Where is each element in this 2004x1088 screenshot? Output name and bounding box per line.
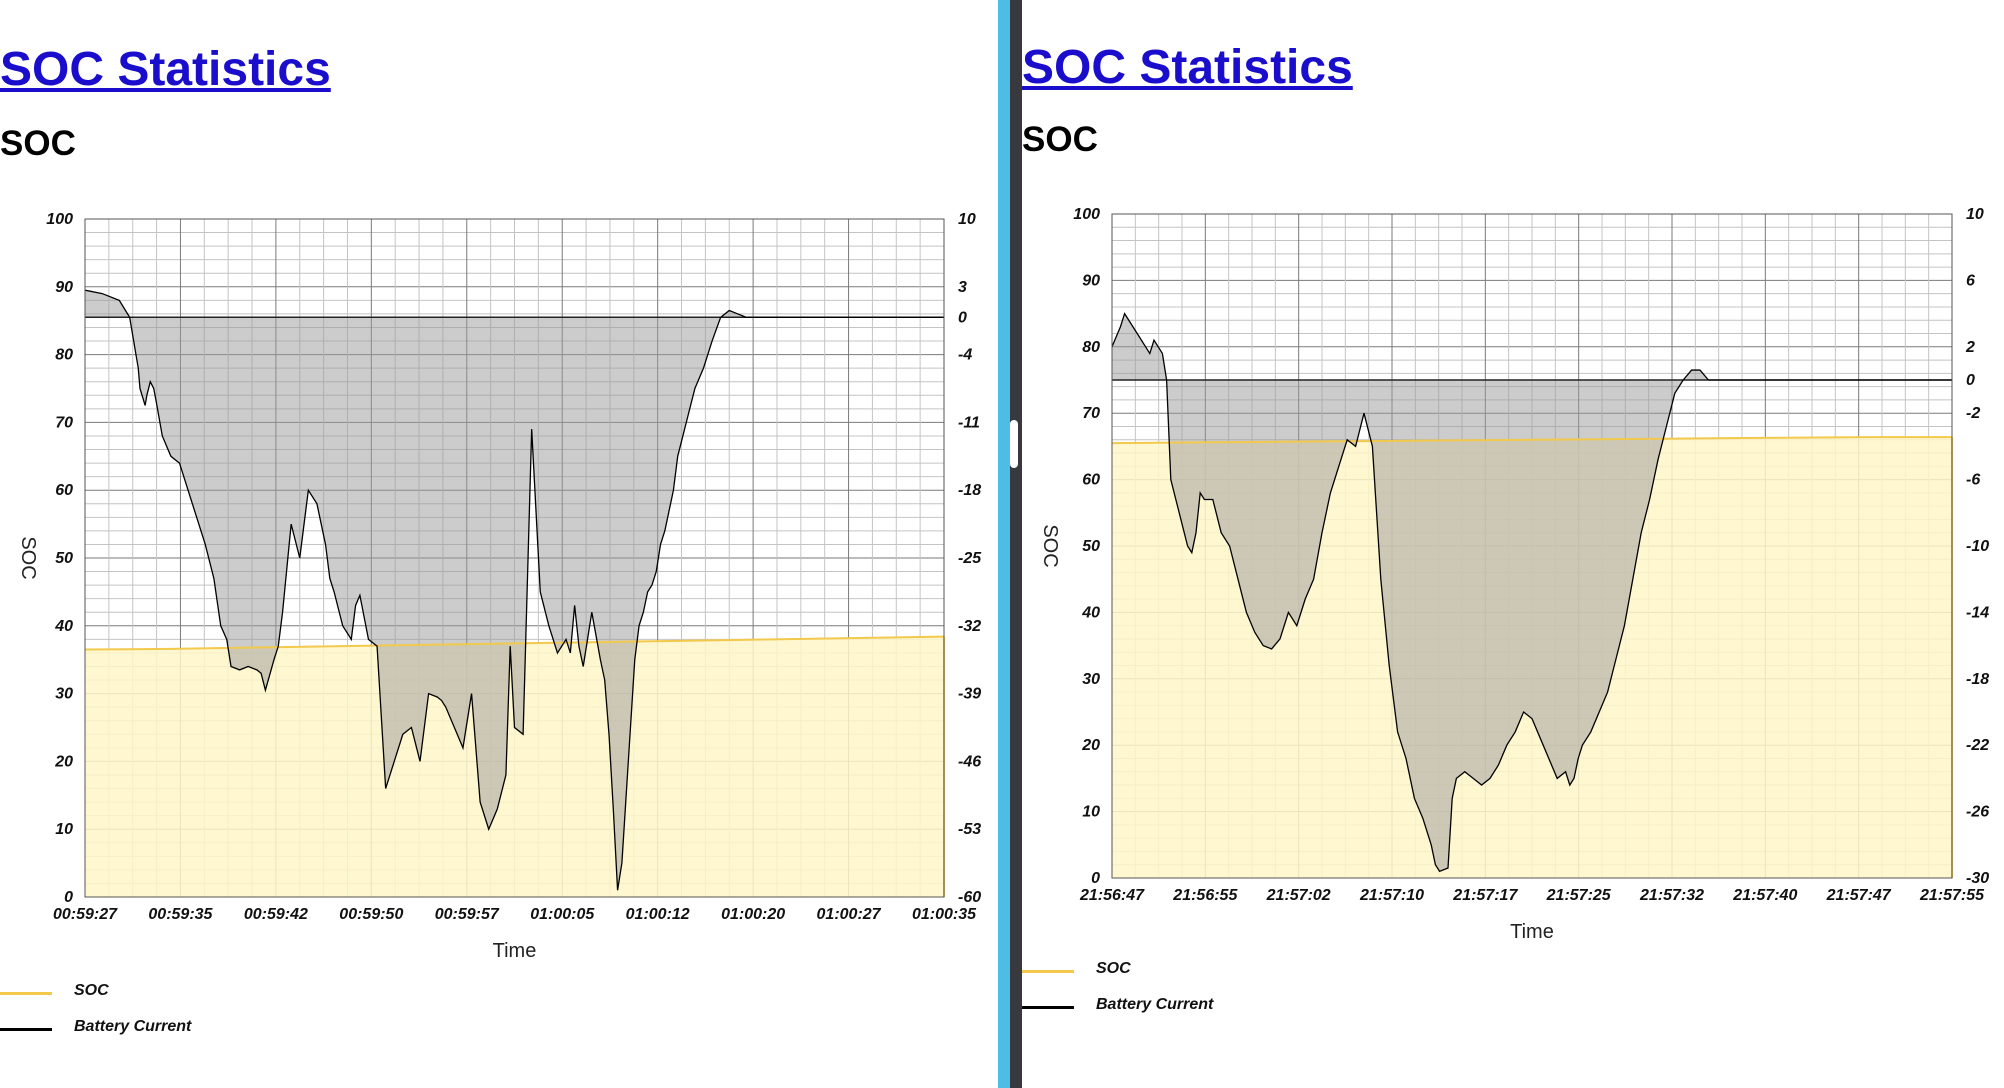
y-tick-label: 0 (64, 889, 73, 906)
y-tick-label: 90 (55, 279, 73, 296)
y-tick-label: 20 (1081, 737, 1100, 754)
soc-line (1111, 436, 1952, 445)
y-tick-label: 60 (1082, 472, 1100, 489)
x-tick-label: 21:57:02 (1266, 887, 1331, 904)
battery-current-line (1111, 312, 1952, 873)
x-tick-label: 00:59:27 (53, 906, 118, 923)
x-tick-label: 00:59:57 (435, 906, 500, 923)
y2-tick-label: 10 (958, 211, 976, 228)
battery-current-legend-swatch (0, 1028, 52, 1031)
soc-legend-swatch (1022, 970, 1074, 973)
y-tick-label: 80 (55, 347, 73, 364)
x-tick-label: 00:59:50 (339, 906, 403, 923)
soc-chart: 0102030405060708090100-30-26-22-18-14-10… (1039, 206, 1989, 943)
x-tick-label: 21:57:25 (1546, 887, 1612, 904)
y-tick-label: 60 (55, 482, 73, 499)
y-tick-label: 100 (46, 211, 73, 228)
soc-statistics-link[interactable]: SOC Statistics (0, 43, 331, 96)
plot-frame (1111, 213, 1953, 879)
soc-statistics-link[interactable]: SOC Statistics (1022, 41, 1353, 94)
y2-tick-label: 2 (1965, 339, 1975, 356)
y2-tick-label: -25 (958, 550, 982, 567)
y2-tick-label: -2 (1966, 405, 1980, 422)
soc-legend-swatch (0, 992, 52, 995)
battery-current-area (85, 290, 944, 891)
y-tick-label: 40 (54, 618, 73, 635)
x-tick-label: 21:56:47 (1079, 887, 1145, 904)
y2-tick-label: -32 (958, 618, 981, 635)
y2-tick-label: -46 (958, 753, 981, 770)
y-axis-title: SOC (17, 536, 39, 579)
y-tick-label: 10 (1082, 804, 1100, 821)
soc-heading: SOC (0, 124, 76, 163)
battery-current-area (1112, 313, 1952, 872)
right-pane: SOC Statistics SOC 0 10 20 30 40 50 60 70 80 90 10… (1022, 0, 2004, 1088)
x-tick-label: 21:57:40 (1732, 887, 1797, 904)
x-tick-label: 21:57:32 (1639, 887, 1704, 904)
x-axis-title: Time (493, 940, 537, 962)
x-tick-label: 00:59:35 (148, 906, 213, 923)
y2-tick-label: -53 (958, 821, 981, 838)
y2-tick-label: -18 (1966, 671, 1989, 688)
y-tick-label: 80 (1082, 339, 1100, 356)
x-tick-label: 01:00:27 (817, 906, 882, 923)
y-tick-label: 30 (55, 686, 73, 703)
x-tick-label: 01:00:35 (912, 906, 977, 923)
divider-handle[interactable] (1010, 420, 1018, 468)
x-tick-label: 01:00:12 (626, 906, 690, 923)
plot-frame (84, 218, 945, 898)
y-tick-label: 70 (55, 414, 73, 431)
x-tick-label: 21:56:55 (1172, 887, 1238, 904)
y2-tick-label: -30 (1966, 870, 1989, 887)
y-tick-label: 90 (1082, 272, 1100, 289)
left-pane: SOC Statistics SOC 0 10 20 30 40 50 60 70 80 90 10… (0, 0, 998, 1088)
y2-tick-label: 0 (958, 309, 967, 326)
x-tick-label: 00:59:42 (244, 906, 308, 923)
y-tick-label: 50 (1082, 538, 1100, 555)
y2-tick-label: 10 (1966, 206, 1984, 223)
x-tick-label: 21:57:55 (1919, 887, 1985, 904)
legend-label-battery-current: Battery Current (74, 1018, 192, 1035)
x-tick-label: 21:57:10 (1359, 887, 1424, 904)
y2-tick-label: -26 (1966, 804, 1989, 821)
y2-tick-label: 3 (958, 279, 967, 296)
soc-heading: SOC (1022, 120, 1098, 159)
y-tick-label: 50 (55, 550, 73, 567)
split-divider[interactable] (998, 0, 1022, 1088)
battery-current-legend-swatch (1022, 1006, 1074, 1009)
y2-tick-label: -39 (958, 686, 981, 703)
y-tick-label: 70 (1082, 405, 1100, 422)
y2-tick-label: -10 (1966, 538, 1989, 555)
y2-tick-label: 0 (1966, 372, 1975, 389)
legend-label-soc: SOC (1096, 960, 1131, 977)
y-tick-label: 100 (1073, 206, 1100, 223)
y2-tick-label: -4 (958, 347, 972, 364)
y-tick-label: 30 (1082, 671, 1100, 688)
y-tick-label: 10 (55, 821, 73, 838)
legend-label-battery-current: Battery Current (1096, 996, 1214, 1013)
y2-tick-label: -11 (958, 414, 980, 431)
legend-label-soc: SOC (74, 982, 109, 999)
y2-tick-label: -22 (1966, 737, 1989, 754)
x-tick-label: 21:57:17 (1452, 887, 1518, 904)
y2-tick-label: -6 (1966, 472, 1980, 489)
battery-current-line (84, 289, 944, 891)
y-tick-label: 0 (1091, 870, 1100, 887)
x-axis-title: Time (1510, 921, 1554, 943)
soc-chart: 0102030405060708090100-60-53-46-39-32-25… (17, 211, 982, 962)
soc-area (85, 636, 944, 897)
y2-tick-label: -60 (958, 889, 981, 906)
y-tick-label: 20 (54, 753, 73, 770)
y2-tick-label: 6 (1966, 272, 1975, 289)
y2-tick-label: -14 (1966, 604, 1989, 621)
x-tick-label: 01:00:05 (530, 906, 595, 923)
x-tick-label: 21:57:47 (1826, 887, 1892, 904)
y-tick-label: 40 (1081, 604, 1100, 621)
x-tick-label: 01:00:20 (721, 906, 785, 923)
y2-tick-label: -18 (958, 482, 981, 499)
y-axis-title: SOC (1039, 524, 1061, 567)
